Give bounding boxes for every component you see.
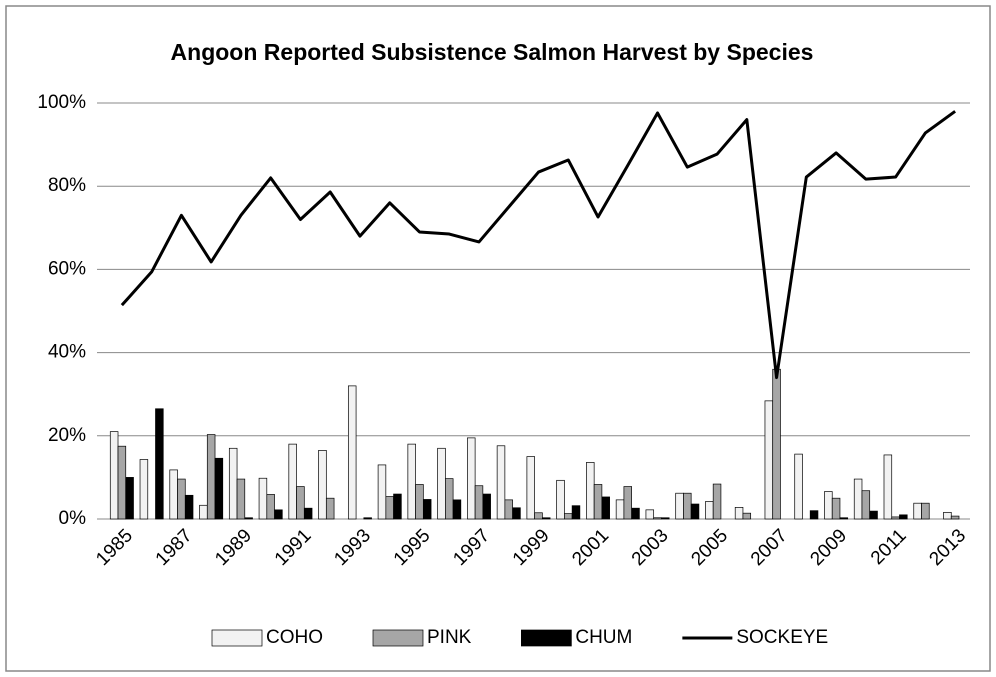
bar	[734, 507, 744, 520]
bar	[385, 496, 394, 520]
bar	[950, 515, 960, 520]
bar	[177, 478, 186, 520]
y-tick-label: 20%	[48, 425, 86, 446]
bar	[861, 490, 871, 520]
legend-swatch	[521, 629, 572, 647]
bar	[683, 492, 692, 520]
bar	[794, 453, 803, 520]
bar	[690, 503, 700, 520]
bar	[742, 512, 752, 520]
bar	[504, 499, 513, 520]
bar	[452, 499, 462, 520]
bar	[244, 517, 253, 520]
chart-title: Angoon Reported Subsistence Salmon Harve…	[171, 39, 814, 65]
bar	[883, 454, 893, 520]
bar	[913, 502, 922, 520]
bar	[415, 484, 424, 520]
bar	[512, 507, 521, 520]
bar	[824, 491, 833, 520]
line	[120, 110, 957, 380]
legend-label: COHO	[266, 627, 323, 648]
bar	[266, 494, 275, 520]
bar	[303, 507, 313, 520]
y-tick-label: 40%	[48, 342, 86, 363]
bar	[675, 492, 684, 520]
bar	[542, 517, 551, 520]
bar	[206, 434, 216, 520]
bar	[631, 507, 640, 520]
bar	[437, 447, 446, 520]
bar	[571, 505, 581, 520]
legend-swatch	[372, 629, 424, 647]
bar	[943, 511, 952, 520]
bar	[258, 477, 268, 520]
bar	[125, 477, 134, 520]
y-tick-label: 0%	[59, 508, 87, 529]
chart-frame	[5, 5, 991, 672]
bar	[296, 486, 305, 520]
bar	[363, 517, 372, 520]
bar	[615, 499, 625, 520]
bar	[318, 450, 327, 520]
bar	[712, 483, 722, 520]
bar	[199, 504, 208, 520]
bar	[474, 485, 484, 520]
bar	[445, 478, 454, 520]
bar	[853, 478, 863, 520]
bar	[586, 462, 595, 520]
bar	[593, 484, 603, 520]
bar	[214, 457, 224, 520]
bar	[117, 445, 127, 520]
bar	[347, 385, 357, 520]
bar	[169, 469, 178, 520]
bar	[705, 501, 714, 520]
y-tick-label: 80%	[48, 175, 86, 196]
bar	[274, 509, 283, 520]
bar	[407, 443, 416, 520]
bar	[184, 494, 194, 520]
bar	[831, 497, 841, 520]
y-tick-label: 100%	[37, 92, 86, 113]
bar	[526, 456, 535, 520]
bar	[899, 514, 908, 520]
bar	[325, 497, 335, 520]
bar	[155, 408, 164, 520]
bar	[236, 478, 246, 520]
legend-label: PINK	[427, 627, 472, 648]
bar	[556, 479, 565, 520]
bar	[772, 368, 781, 520]
bar	[653, 517, 662, 520]
bar	[496, 445, 506, 520]
bar	[601, 496, 610, 520]
bar	[393, 493, 402, 520]
bar	[139, 459, 149, 520]
bar	[645, 509, 655, 520]
legend-label: CHUM	[575, 627, 632, 648]
bar	[482, 493, 491, 520]
bar	[228, 447, 238, 520]
bar	[422, 499, 432, 520]
bar	[921, 502, 930, 520]
bar	[288, 443, 297, 520]
bar	[764, 400, 774, 520]
bar	[661, 517, 670, 520]
y-tick-label: 60%	[48, 258, 86, 279]
bar	[839, 517, 849, 520]
bar	[809, 510, 819, 520]
bar	[623, 486, 632, 520]
bar	[891, 516, 900, 520]
bar	[869, 510, 878, 520]
bar	[377, 464, 387, 520]
bar	[564, 513, 573, 520]
bar	[467, 437, 476, 520]
legend-swatch	[211, 629, 263, 647]
bar	[534, 512, 543, 520]
legend-label: SOCKEYE	[736, 627, 828, 648]
bar	[109, 431, 119, 520]
